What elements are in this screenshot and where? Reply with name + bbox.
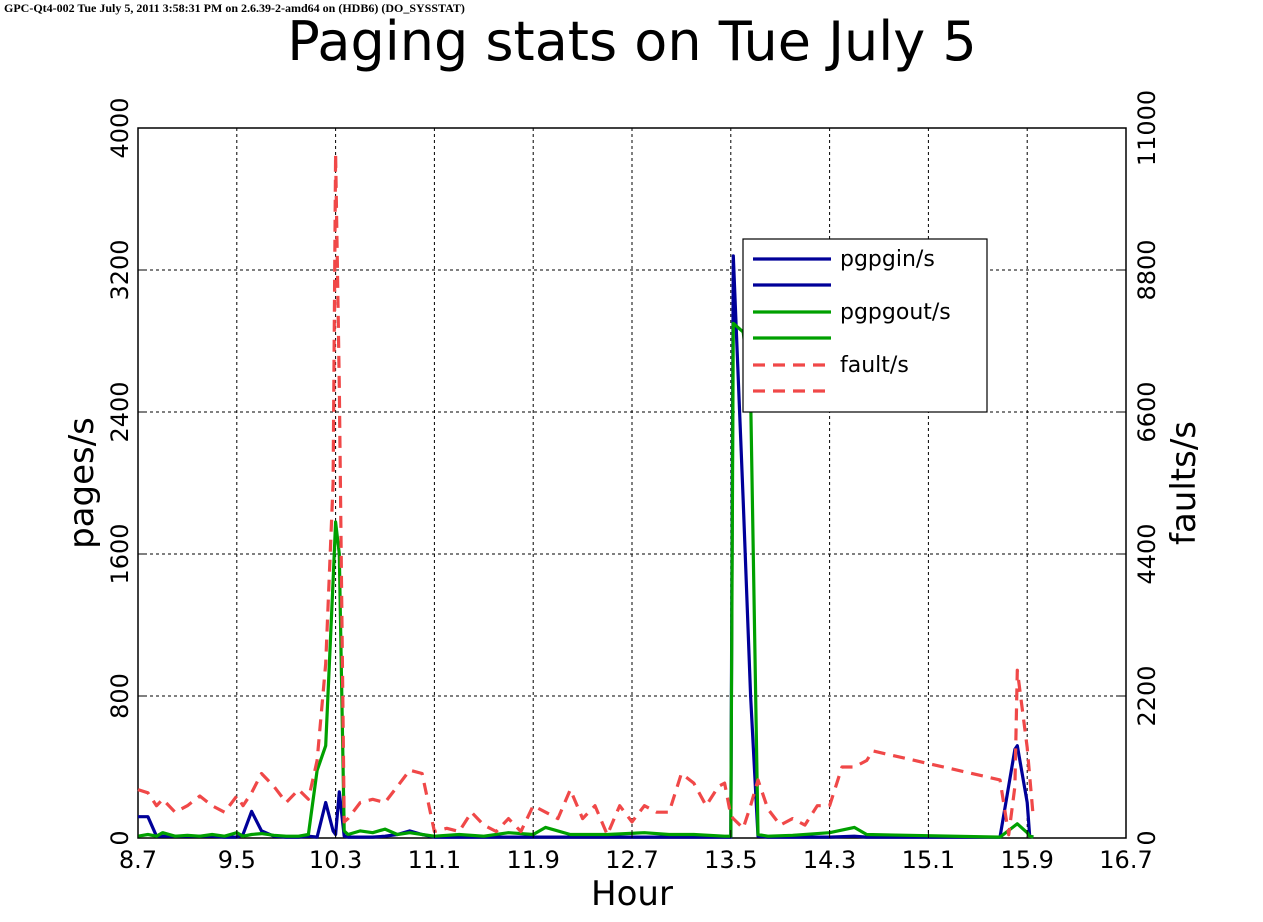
x-tick-label: 11.9 xyxy=(506,846,559,874)
x-tick-label: 15.1 xyxy=(902,846,955,874)
y2-tick-label: 8800 xyxy=(1133,239,1161,300)
legend-label: fault/s xyxy=(840,353,909,378)
y2-tick-label: 4400 xyxy=(1133,523,1161,584)
x-tick-label: 10.3 xyxy=(309,846,362,874)
y2-tick-label: 11000 xyxy=(1133,90,1161,166)
x-tick-label: 14.3 xyxy=(803,846,856,874)
legend-label: pgpgout/s xyxy=(840,300,951,325)
x-tick-label: 16.7 xyxy=(1099,846,1152,874)
y-tick-label: 2400 xyxy=(106,381,134,442)
legend-label: pgpgin/s xyxy=(840,247,935,272)
series-line-pgpgouts xyxy=(137,321,1034,839)
x-tick-label: 15.9 xyxy=(1000,846,1053,874)
header-info: GPC-Qt4-002 Tue July 5, 2011 3:58:31 PM … xyxy=(4,1,465,15)
x-tick-label: 12.7 xyxy=(605,846,658,874)
tick-labels: 8.7 9.5 10.3 11.1 11.9 12.7 13.5 14.3 15.1 15.9 16… xyxy=(106,90,1161,874)
x-tick-label: 9.5 xyxy=(218,846,256,874)
y-tick-label: 1600 xyxy=(106,523,134,584)
series-line-faults xyxy=(137,152,1035,837)
x-tick-label: 11.1 xyxy=(408,846,461,874)
x-axis-label: Hour xyxy=(591,874,673,914)
y-tick-label: 0 xyxy=(106,830,134,845)
x-tick-label: 13.5 xyxy=(704,846,757,874)
y-tick-label: 800 xyxy=(106,673,134,719)
y2-tick-label: 2200 xyxy=(1133,665,1161,726)
grid-lines xyxy=(138,128,1126,838)
y-axis-label: pages/s xyxy=(62,417,102,549)
y2-tick-label: 6600 xyxy=(1133,381,1161,442)
legend: pgpgin/s pgpgout/s fault/s xyxy=(742,238,988,413)
y-tick-label: 4000 xyxy=(106,97,134,158)
y2-axis-label: faults/s xyxy=(1164,421,1204,545)
chart-title: Paging stats on Tue July 5 xyxy=(287,10,977,73)
series-layer xyxy=(137,152,1035,839)
x-tick-label: 8.7 xyxy=(119,846,157,874)
y-tick-label: 3200 xyxy=(106,239,134,300)
series-line-pgpgins xyxy=(138,254,1034,839)
legend-box xyxy=(742,238,988,413)
y2-tick-label: 0 xyxy=(1133,830,1161,845)
